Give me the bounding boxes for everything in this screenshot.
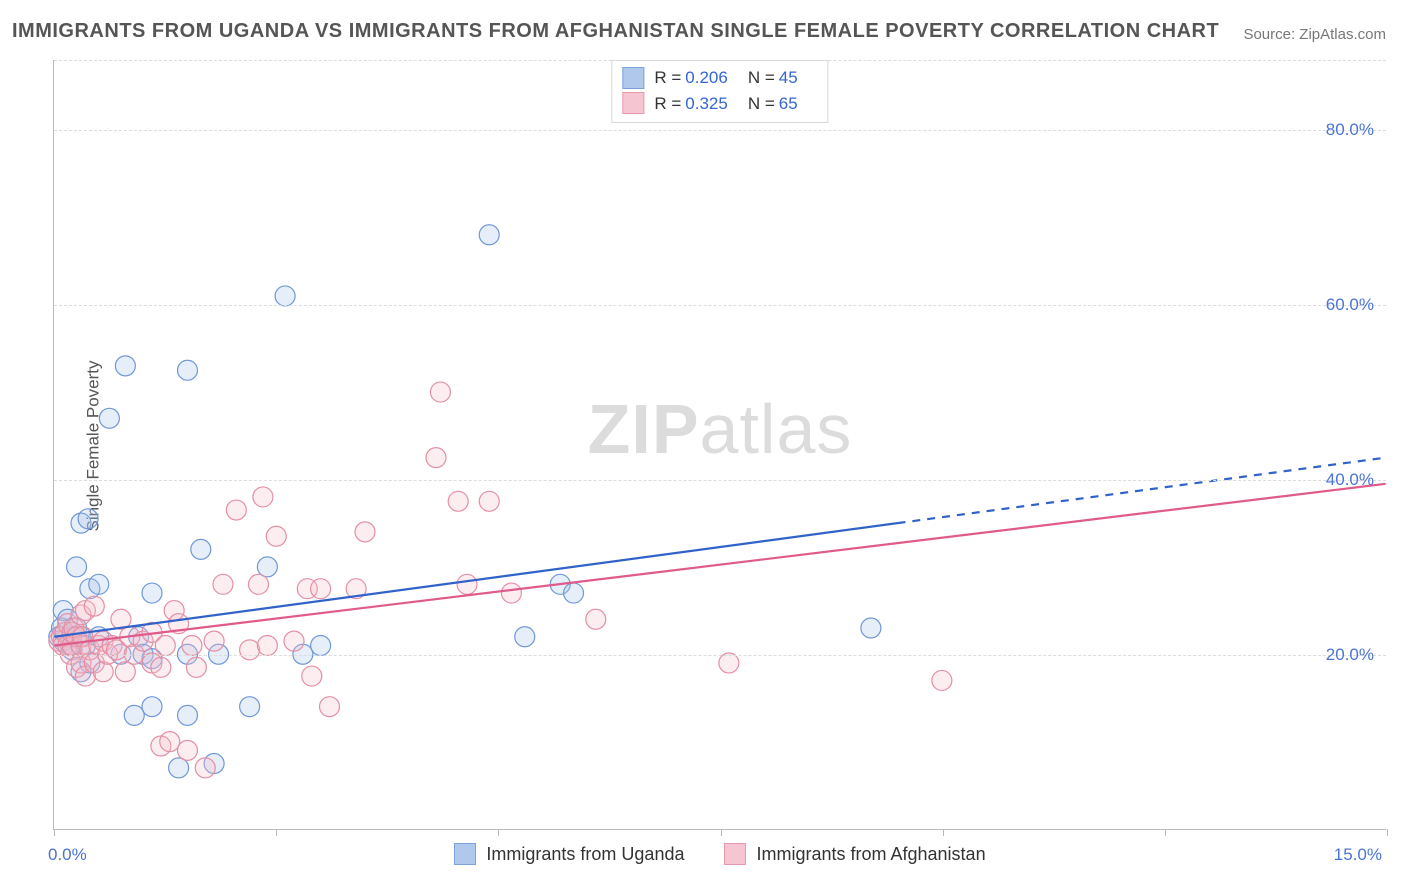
scatter-point [67, 557, 87, 577]
scatter-point [586, 609, 606, 629]
legend-item: Immigrants from Afghanistan [724, 843, 985, 865]
chart-svg [54, 60, 1386, 829]
scatter-point [142, 697, 162, 717]
scatter-point [448, 491, 468, 511]
scatter-point [311, 579, 331, 599]
scatter-point [191, 539, 211, 559]
scatter-point [169, 758, 189, 778]
x-tick [943, 829, 944, 836]
scatter-point [155, 636, 175, 656]
scatter-point [253, 487, 273, 507]
gridline [54, 480, 1386, 481]
legend-label: Immigrants from Uganda [486, 844, 684, 865]
scatter-point [142, 583, 162, 603]
scatter-point [178, 705, 198, 725]
legend-values: R =0.325N =65 [654, 91, 817, 117]
scatter-point [275, 286, 295, 306]
x-tick [54, 829, 55, 836]
scatter-point [115, 662, 135, 682]
scatter-point [457, 574, 477, 594]
x-axis-max-label: 15.0% [1334, 845, 1382, 865]
scatter-point [355, 522, 375, 542]
scatter-point [515, 627, 535, 647]
scatter-point [257, 636, 277, 656]
legend-swatch [454, 843, 476, 865]
scatter-point [266, 526, 286, 546]
plot-area: ZIPatlas R =0.206N =45R =0.325N =65 Immi… [53, 60, 1386, 830]
series-legend: Immigrants from Uganda Immigrants from Af… [54, 843, 1386, 865]
scatter-point [226, 500, 246, 520]
scatter-point [249, 574, 269, 594]
trend-line [54, 523, 897, 637]
legend-values: R =0.206N =45 [654, 65, 817, 91]
scatter-point [84, 596, 104, 616]
scatter-point [89, 574, 109, 594]
scatter-point [178, 740, 198, 760]
correlation-legend: R =0.206N =45R =0.325N =65 [611, 60, 828, 123]
legend-swatch [724, 843, 746, 865]
chart-container: IMMIGRANTS FROM UGANDA VS IMMIGRANTS FRO… [0, 0, 1406, 892]
gridline [54, 60, 1386, 61]
x-tick [498, 829, 499, 836]
scatter-point [302, 666, 322, 686]
scatter-point [124, 705, 144, 725]
y-tick-label: 20.0% [1326, 645, 1374, 665]
x-tick [1165, 829, 1166, 836]
x-tick [276, 829, 277, 836]
scatter-point [479, 491, 499, 511]
scatter-point [204, 631, 224, 651]
chart-title: IMMIGRANTS FROM UGANDA VS IMMIGRANTS FRO… [12, 20, 1219, 43]
scatter-point [430, 382, 450, 402]
scatter-point [178, 360, 198, 380]
scatter-point [186, 657, 206, 677]
legend-label: Immigrants from Afghanistan [756, 844, 985, 865]
scatter-point [501, 583, 521, 603]
x-axis-min-label: 0.0% [48, 845, 87, 865]
x-tick [721, 829, 722, 836]
scatter-point [320, 697, 340, 717]
scatter-point [932, 670, 952, 690]
legend-row: R =0.325N =65 [622, 91, 817, 117]
legend-row: R =0.206N =45 [622, 65, 817, 91]
trend-line [54, 484, 1385, 646]
scatter-point [93, 662, 113, 682]
scatter-point [311, 636, 331, 656]
legend-swatch [622, 92, 644, 114]
scatter-point [160, 732, 180, 752]
y-tick-label: 40.0% [1326, 470, 1374, 490]
scatter-point [240, 640, 260, 660]
x-tick [1387, 829, 1388, 836]
scatter-point [78, 509, 98, 529]
scatter-point [479, 225, 499, 245]
gridline [54, 655, 1386, 656]
y-tick-label: 80.0% [1326, 120, 1374, 140]
scatter-point [426, 448, 446, 468]
legend-item: Immigrants from Uganda [454, 843, 684, 865]
scatter-point [195, 758, 215, 778]
scatter-point [115, 356, 135, 376]
gridline [54, 305, 1386, 306]
y-tick-label: 60.0% [1326, 295, 1374, 315]
source-label: Source: ZipAtlas.com [1243, 26, 1386, 43]
scatter-point [151, 657, 171, 677]
legend-swatch [622, 67, 644, 89]
scatter-point [257, 557, 277, 577]
scatter-point [284, 631, 304, 651]
scatter-point [99, 408, 119, 428]
scatter-point [861, 618, 881, 638]
scatter-point [182, 636, 202, 656]
gridline [54, 130, 1386, 131]
scatter-point [564, 583, 584, 603]
scatter-point [213, 574, 233, 594]
scatter-point [240, 697, 260, 717]
